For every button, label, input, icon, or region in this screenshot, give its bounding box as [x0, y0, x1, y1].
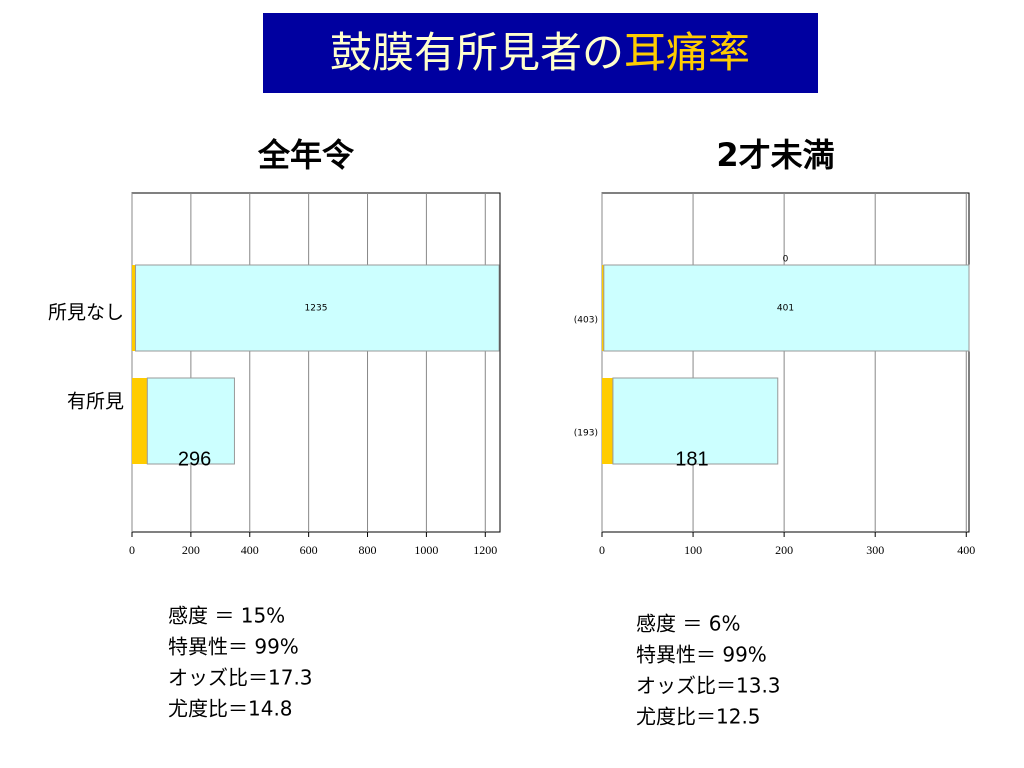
data-label: 1235	[305, 304, 328, 314]
x-tick-label: 800	[359, 543, 377, 557]
total-label: (403)	[574, 316, 598, 326]
stat-line: オッズ比＝17.3	[168, 666, 313, 690]
title-part: 耳痛率	[624, 28, 750, 77]
bar-segment	[603, 264, 970, 352]
bar-segment	[602, 378, 613, 464]
plot-area	[601, 192, 970, 533]
bar-segment	[132, 265, 136, 351]
chart-title: 全年令	[257, 136, 355, 174]
bar-segment	[135, 264, 500, 352]
category-label: 有所見	[67, 391, 124, 413]
x-tick-label: 200	[775, 543, 793, 557]
x-tick-label: 100	[684, 543, 702, 557]
data-label: 401	[777, 304, 794, 314]
total-label: (193)	[574, 429, 598, 439]
x-tick-label: 200	[182, 543, 200, 557]
stat-line: 感度 ＝ 6%	[636, 612, 740, 636]
x-tick-label: 400	[241, 543, 259, 557]
x-tick-label: 400	[957, 543, 975, 557]
bar-segment	[612, 377, 779, 465]
category-label: 所見なし	[48, 302, 124, 324]
stat-line: 特異性＝ 99%	[168, 635, 299, 659]
stat-line: 尤度比＝14.8	[168, 697, 293, 721]
slide-title: 鼓膜有所見者の耳痛率	[330, 28, 750, 77]
chart-title: 2才未満	[716, 136, 834, 174]
x-tick-label: 0	[599, 543, 605, 557]
x-tick-label: 300	[866, 543, 884, 557]
annotation: 0	[783, 255, 789, 265]
title-part: 鼓膜有所見者の	[330, 28, 624, 77]
x-tick-label: 1200	[473, 543, 497, 557]
bar-segment	[132, 378, 148, 464]
x-tick-label: 0	[129, 543, 135, 557]
data-label: 181	[675, 448, 708, 470]
title-box	[263, 13, 818, 93]
x-tick-label: 1000	[414, 543, 438, 557]
x-tick-label: 600	[300, 543, 318, 557]
bar-segment	[602, 265, 604, 351]
stat-line: 特異性＝ 99%	[636, 643, 767, 667]
stat-line: 尤度比＝12.5	[636, 705, 761, 729]
stat-line: オッズ比＝13.3	[636, 674, 781, 698]
stat-line: 感度 ＝ 15%	[168, 604, 285, 628]
data-label: 296	[178, 448, 211, 470]
bar-segment	[146, 377, 235, 465]
plot-area	[131, 192, 501, 533]
